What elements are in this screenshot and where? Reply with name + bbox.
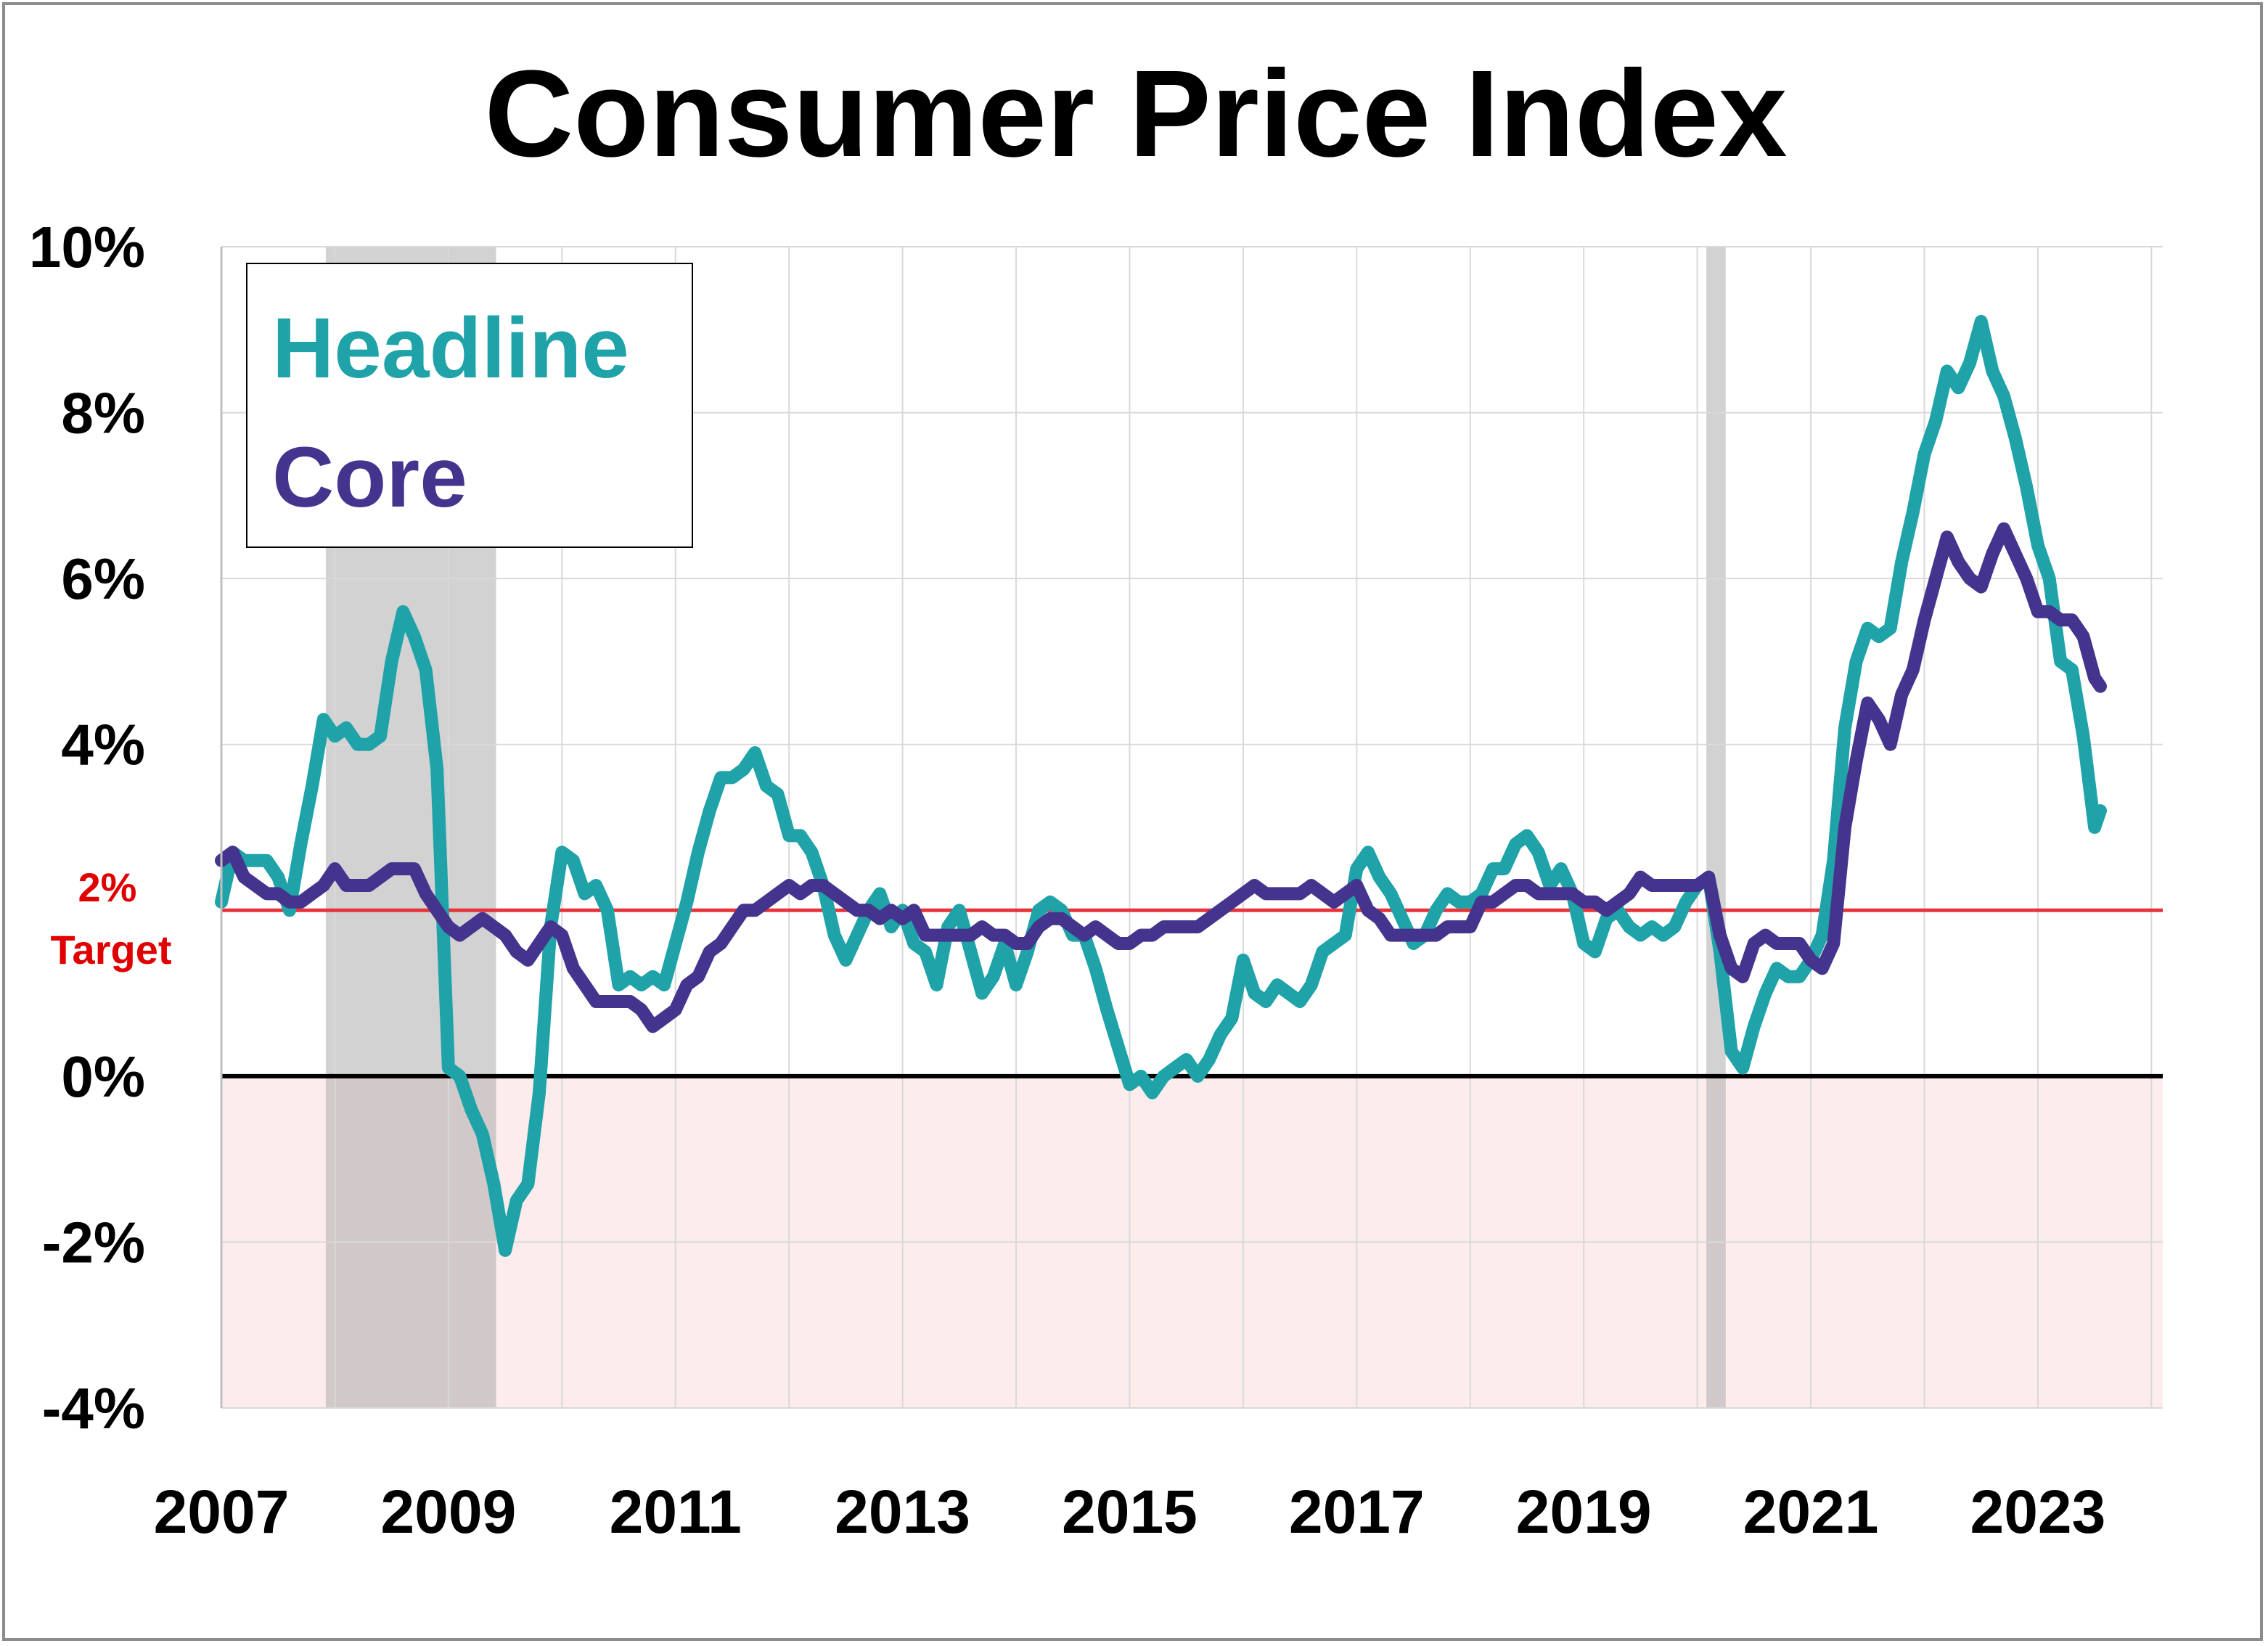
legend-box bbox=[246, 263, 693, 548]
y-tick-label: -2% bbox=[42, 1210, 145, 1274]
y-tick-label: 6% bbox=[61, 546, 145, 611]
y-tick-label: 8% bbox=[61, 381, 145, 446]
x-tick-labels: 2007 2009 2011 2013 2015 2017 2019 2021 2023 bbox=[154, 1478, 2106, 1546]
x-tick-label: 2023 bbox=[1970, 1478, 2105, 1546]
chart-title: Consumer Price Index bbox=[484, 45, 1787, 183]
y-tick-label: 10% bbox=[29, 215, 145, 279]
recession-band-2 bbox=[1706, 247, 1726, 1408]
series-lines bbox=[215, 314, 2107, 1257]
y-tick-label: 0% bbox=[61, 1044, 145, 1109]
x-tick-label: 2017 bbox=[1289, 1478, 1425, 1546]
y-tick-label: 4% bbox=[61, 713, 145, 777]
legend-entry-headline: Headline bbox=[272, 300, 629, 396]
series-line-headline bbox=[215, 314, 2107, 1257]
y-tick-labels: 10% 8% 6% 4% 0% -2% -4% bbox=[29, 215, 145, 1441]
x-tick-label: 2009 bbox=[380, 1478, 516, 1546]
series-line-core bbox=[215, 522, 2107, 1033]
y-tick-label: -4% bbox=[42, 1376, 145, 1441]
legend: Headline Core bbox=[246, 263, 693, 548]
legend-entry-core: Core bbox=[272, 430, 467, 525]
target-label-line1: 2% bbox=[78, 864, 137, 910]
x-tick-label: 2021 bbox=[1743, 1478, 1879, 1546]
target-label-line2: Target bbox=[51, 927, 172, 973]
x-tick-label: 2019 bbox=[1516, 1478, 1652, 1546]
x-tick-label: 2013 bbox=[835, 1478, 970, 1546]
x-tick-label: 2011 bbox=[610, 1478, 742, 1546]
x-tick-label: 2007 bbox=[154, 1478, 290, 1546]
x-tick-label: 2015 bbox=[1062, 1478, 1198, 1546]
